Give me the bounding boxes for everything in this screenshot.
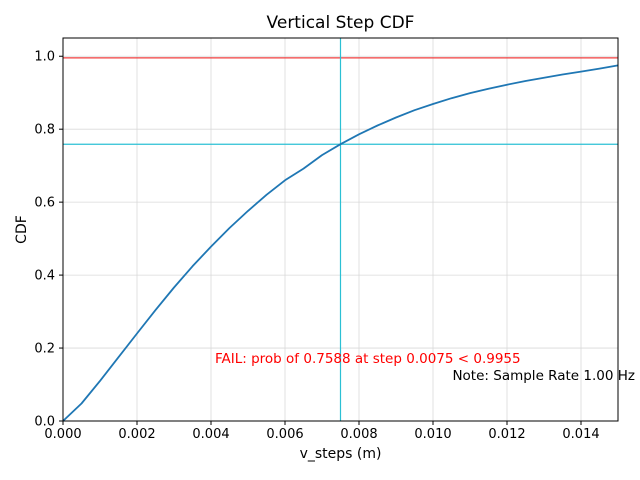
y-tick-label: 0.4 xyxy=(34,269,55,284)
y-tick-label: 0.6 xyxy=(34,196,55,211)
fail-annotation: FAIL: prob of 0.7588 at step 0.0075 < 0.… xyxy=(215,351,521,367)
x-tick-label: 0.002 xyxy=(118,427,155,442)
cdf-curve xyxy=(62,64,619,422)
x-tick-label: 0.006 xyxy=(266,427,303,442)
x-tick-label: 0.012 xyxy=(488,427,525,442)
y-tick-label: 0.0 xyxy=(34,415,55,430)
x-tick-label: 0.008 xyxy=(340,427,377,442)
x-axis-label: v_steps (m) xyxy=(299,446,382,462)
x-tick-label: 0.010 xyxy=(414,427,451,442)
x-tick-label: 0.004 xyxy=(192,427,229,442)
y-tick-label: 0.2 xyxy=(34,342,55,357)
y-axis-label: CDF xyxy=(14,215,30,244)
plot-spines xyxy=(62,37,619,422)
x-tick-label: 0.000 xyxy=(44,427,81,442)
y-tick-label: 1.0 xyxy=(34,50,55,65)
y-tick-label: 0.8 xyxy=(34,123,55,138)
sample-rate-note: Note: Sample Rate 1.00 Hz xyxy=(452,368,635,384)
chart-title: Vertical Step CDF xyxy=(266,13,415,33)
x-tick-label: 0.014 xyxy=(562,427,599,442)
